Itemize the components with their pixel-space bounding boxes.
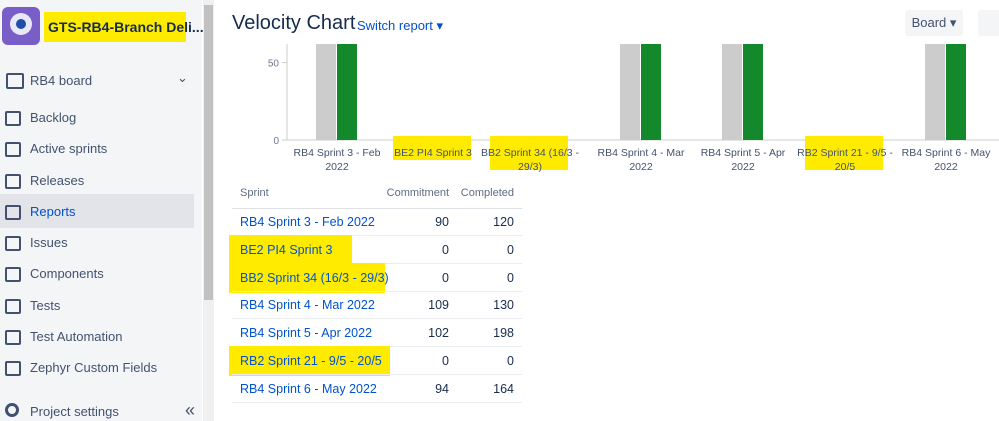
bar-completed [946, 44, 966, 140]
cell-completed: 198 [493, 326, 514, 341]
y-tick-label: 50 [268, 59, 280, 70]
cell-commitment: 94 [435, 381, 449, 396]
bar-commitment [620, 44, 640, 140]
selected-bg [0, 194, 194, 228]
highlight [229, 234, 352, 265]
cell-commitment: 102 [428, 326, 449, 341]
x-tick-label: RB2 Sprint 21 - 9/5 - 20/5 [797, 147, 893, 173]
switch-report[interactable]: Switch report ▾ [357, 18, 444, 33]
cell-sprint[interactable]: RB4 Sprint 5 - Apr 2022 [240, 326, 373, 341]
cell-commitment: 0 [442, 270, 449, 285]
highlight [229, 346, 390, 376]
cell-commitment: 109 [428, 298, 449, 313]
cell-sprint[interactable]: RB4 Sprint 4 - Mar 2022 [240, 298, 375, 313]
row-rule [232, 401, 522, 403]
cell-commitment: 0 [442, 242, 449, 257]
nav-item[interactable]: Active sprints [30, 141, 108, 156]
highlight [229, 262, 385, 293]
highlight [805, 136, 883, 170]
nav-icon [5, 205, 21, 220]
column-header[interactable]: Completed [460, 187, 514, 199]
cell-sprint[interactable]: RB4 Sprint 6 - May 2022 [240, 381, 377, 396]
row-rule [232, 235, 522, 236]
switch-report-text[interactable]: Switch report [357, 18, 433, 33]
header-rule [232, 208, 522, 209]
nav-icon [5, 111, 21, 126]
bar-commitment [316, 44, 336, 140]
project-name[interactable]: GTS-RB4-Branch Deli... [48, 19, 204, 35]
cell-completed: 130 [493, 298, 514, 313]
y-tick-label: 0 [273, 136, 279, 147]
nav-icon [5, 330, 21, 345]
cell-commitment: 90 [435, 215, 449, 229]
cell-sprint[interactable]: RB2 Sprint 21 - 9/5 - 20/5 [240, 354, 382, 368]
page-title: Velocity Chart [232, 12, 356, 34]
bar-completed [337, 44, 357, 140]
cell-completed: 0 [507, 354, 514, 368]
nav-item[interactable]: Zephyr Custom Fields [30, 360, 158, 375]
fullscreen-button[interactable] [978, 10, 999, 36]
nav-item[interactable]: Backlog [30, 110, 77, 125]
row-rule [232, 374, 522, 375]
column-header: Sprint [240, 187, 269, 199]
x-tick-label: BB2 Sprint 34 (16/3 - 29/3) [480, 147, 580, 173]
cell-sprint[interactable]: BB2 Sprint 34 (16/3 - 29/3) [240, 270, 389, 285]
board-button-text[interactable]: Board [911, 15, 947, 30]
cell-commitment: 0 [442, 354, 449, 368]
cell-completed: 120 [493, 215, 514, 229]
highlight [44, 12, 186, 42]
column-header[interactable]: Commitment [386, 187, 449, 199]
nav-item[interactable]: Issues [30, 235, 68, 250]
board-button[interactable]: Board ▾ [905, 10, 963, 36]
collapse-button[interactable]: « [185, 400, 196, 420]
row-rule [232, 318, 522, 320]
board-icon [6, 73, 24, 89]
nav-icon [5, 361, 21, 376]
cell-completed: 164 [493, 381, 514, 396]
nav-item[interactable]: Test Automation [30, 329, 123, 344]
highlight [490, 136, 568, 170]
nav-icon [5, 174, 21, 189]
scroll-thumb[interactable] [204, 5, 213, 300]
bar-completed [641, 44, 661, 140]
nav-icon [5, 142, 21, 157]
chevron[interactable]: ⌄ [177, 70, 188, 85]
nav-item[interactable]: Components [30, 266, 104, 281]
settings-icon [5, 403, 19, 417]
x-tick-label: BE2 PI4 Sprint 3 [394, 147, 472, 159]
x-tick-label: RB4 Sprint 5 - Apr 2022 [700, 147, 786, 173]
bar-completed [743, 44, 763, 140]
nav-item[interactable]: Reports [30, 204, 76, 219]
cell-sprint[interactable]: BE2 PI4 Sprint 3 [240, 242, 333, 257]
cell-completed: 0 [507, 270, 514, 285]
cell-completed: 0 [507, 242, 514, 257]
cell-sprint[interactable]: RB4 Sprint 3 - Feb 2022 [240, 215, 375, 229]
x-tick-label: RB4 Sprint 4 - Mar 2022 [597, 147, 685, 173]
bar-commitment [722, 44, 742, 140]
nav-item[interactable]: Tests [30, 298, 61, 313]
nav-icon [5, 299, 21, 314]
board-selector[interactable]: RB4 board [30, 73, 93, 88]
nav-icon [5, 267, 21, 282]
x-tick-label: RB4 Sprint 6 - May 2022 [901, 147, 991, 173]
x-tick-label: RB4 Sprint 3 - Feb 2022 [293, 147, 381, 173]
nav-icon [5, 236, 21, 251]
nav-item[interactable]: Releases [30, 173, 85, 188]
project-settings[interactable]: Project settings [30, 404, 119, 419]
row-rule [232, 290, 522, 292]
bar-commitment [925, 44, 945, 140]
highlight [393, 136, 471, 160]
project-avatar [2, 7, 40, 45]
